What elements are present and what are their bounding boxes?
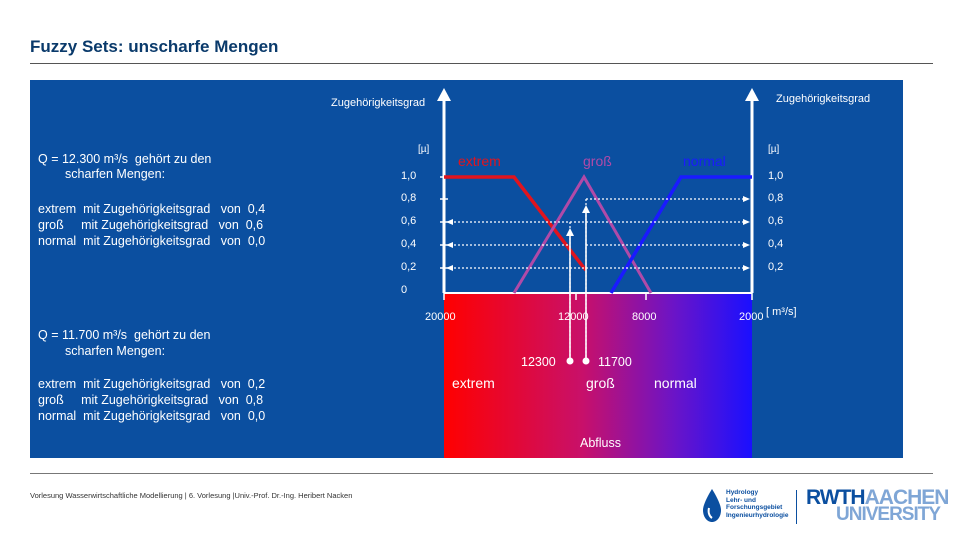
marker-11700 <box>582 357 590 365</box>
rwth-logo-rwth: RWTH <box>806 486 866 509</box>
extrem-membership-line <box>444 175 588 272</box>
unit-left: [µ] <box>418 144 430 155</box>
block1-row-gross: groß mit Zugehörigkeitsgrad von 0,6 <box>38 218 264 232</box>
x-tick-20000: 20000 <box>425 311 456 323</box>
tick-left-0: 0 <box>401 284 408 296</box>
gross-membership-line <box>512 174 653 294</box>
tick-right-0-6: 0,6 <box>768 215 784 227</box>
x-ticks <box>443 293 753 300</box>
block1-heading-line1: Q = 12.300 m³/s gehört zu den <box>38 152 212 166</box>
y-axis-label-right: Zugehörigkeitsgrad <box>776 93 871 105</box>
set-label-gross: groß <box>583 153 612 169</box>
hydrology-logo-text: Hydrology Lehr- und Forschungsgebiet Ing… <box>726 489 789 519</box>
block2-row-extrem: extrem mit Zugehörigkeitsgrad von 0,2 <box>38 377 266 391</box>
block2-row-gross: groß mit Zugehörigkeitsgrad von 0,8 <box>38 393 264 407</box>
footer-divider <box>30 473 933 474</box>
x-tick-2000: 2000 <box>739 311 764 323</box>
helper-arrows <box>446 196 750 271</box>
marker-label-11700: 11700 <box>598 355 632 369</box>
set-label-extrem: extrem <box>458 153 501 169</box>
marker-arrows <box>566 205 590 358</box>
x-unit: [ m³/s] <box>766 306 797 318</box>
rwth-logo-line1: RWTHAACHEN <box>806 486 950 510</box>
tick-right-0-2: 0,2 <box>768 261 784 273</box>
tick-left-0-8: 0,8 <box>401 192 417 204</box>
logo-separator <box>796 490 797 524</box>
tick-left-0-2: 0,2 <box>401 261 417 273</box>
tick-right-0-4: 0,4 <box>768 238 784 250</box>
abfluss-gradient <box>444 293 752 458</box>
block2-heading-line1: Q = 11.700 m³/s gehört zu den <box>38 328 211 342</box>
bottom-label-gross: groß <box>586 375 615 391</box>
water-drop-icon <box>703 489 721 522</box>
rwth-logo-aachen: AACHEN <box>864 486 950 509</box>
block1-heading-line2: scharfen Mengen: <box>65 167 166 181</box>
rwth-logo-university: UNIVERSITY <box>836 504 941 525</box>
right-axis-arrow <box>745 88 759 101</box>
block1-row-extrem: extrem mit Zugehörigkeitsgrad von 0,4 <box>38 202 266 216</box>
set-label-normal: normal <box>683 153 726 169</box>
bottom-label-normal: normal <box>654 375 697 391</box>
marker-12300 <box>566 357 574 365</box>
y-axis-label-left: Zugehörigkeitsgrad <box>331 97 426 109</box>
tick-left-0-4: 0,4 <box>401 238 417 250</box>
block2-row-normal: normal mit Zugehörigkeitsgrad von 0,0 <box>38 409 266 423</box>
normal-membership-line <box>609 175 752 294</box>
title-divider <box>30 63 933 64</box>
x-tick-12000: 12000 <box>558 311 589 323</box>
bottom-label-extrem: extrem <box>452 375 495 391</box>
tick-right-0-8: 0,8 <box>768 192 784 204</box>
page-title: Fuzzy Sets: unscharfe Mengen <box>30 37 279 56</box>
block1-row-normal: normal mit Zugehörigkeitsgrad von 0,0 <box>38 234 266 248</box>
x-tick-8000: 8000 <box>632 311 657 323</box>
footer-text: Vorlesung Wasserwirtschaftliche Modellie… <box>30 491 353 500</box>
tick-right-1: 1,0 <box>768 170 784 182</box>
tick-left-1: 1,0 <box>401 170 417 182</box>
x-axis-title: Abfluss <box>580 436 621 450</box>
tick-left-0-6: 0,6 <box>401 215 417 227</box>
block2-heading-line2: scharfen Mengen: <box>65 344 166 358</box>
left-axis-arrow <box>437 88 451 101</box>
unit-right: [µ] <box>768 144 780 155</box>
marker-label-12300: 12300 <box>521 355 556 369</box>
